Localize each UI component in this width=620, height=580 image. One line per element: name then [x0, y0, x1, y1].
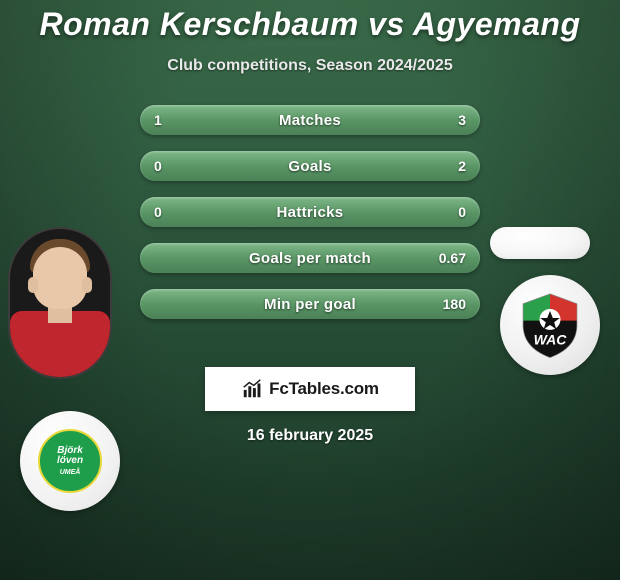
stat-label: Min per goal: [264, 296, 356, 313]
stat-bar: Goals per match 0.67: [140, 243, 480, 273]
club-badge-left: Björk löven UMEÅ: [20, 411, 120, 511]
player-photo-left: [8, 227, 112, 379]
stat-right-value: 3: [458, 112, 466, 128]
stat-left-value: 0: [154, 158, 162, 174]
stat-right-value: 0: [458, 204, 466, 220]
stat-label: Matches: [279, 112, 341, 129]
stat-left-value: 1: [154, 112, 162, 128]
club-badge-right: WAC: [500, 275, 600, 375]
stat-bar: 0 Goals 2: [140, 151, 480, 181]
svg-text:WAC: WAC: [534, 332, 568, 348]
badge-left-line2: löven: [57, 456, 83, 467]
stat-right-value: 2: [458, 158, 466, 174]
subtitle: Club competitions, Season 2024/2025: [0, 57, 620, 75]
player-photo-right-placeholder: [490, 227, 590, 259]
stat-bar: 0 Hattricks 0: [140, 197, 480, 227]
stat-right-value: 180: [443, 296, 466, 312]
stat-label: Hattricks: [277, 204, 344, 221]
card: Roman Kerschbaum vs Agyemang Club compet…: [0, 0, 620, 580]
stat-left-value: 0: [154, 204, 162, 220]
main: Björk löven UMEÅ WAC 1Matches30Goals20Ha…: [0, 105, 620, 445]
brand-text: FcTables.com: [269, 379, 379, 399]
stat-right-value: 0.67: [439, 250, 466, 266]
badge-left-line3: UMEÅ: [60, 469, 81, 476]
stat-bar: 1 Matches 3: [140, 105, 480, 135]
page-title: Roman Kerschbaum vs Agyemang: [0, 6, 620, 43]
stat-label: Goals: [288, 158, 331, 175]
stat-label: Goals per match: [249, 250, 371, 267]
stat-bar: Min per goal 180: [140, 289, 480, 319]
wac-crest-icon: WAC: [515, 290, 585, 360]
badge-left-line1: Björk: [57, 446, 83, 457]
stat-bars: 1 Matches 3 0 Goals 2 0 Hattricks 0 Goals per mat…: [140, 105, 480, 319]
brand-box[interactable]: FcTables.com: [205, 367, 415, 411]
chart-icon: [241, 378, 263, 400]
